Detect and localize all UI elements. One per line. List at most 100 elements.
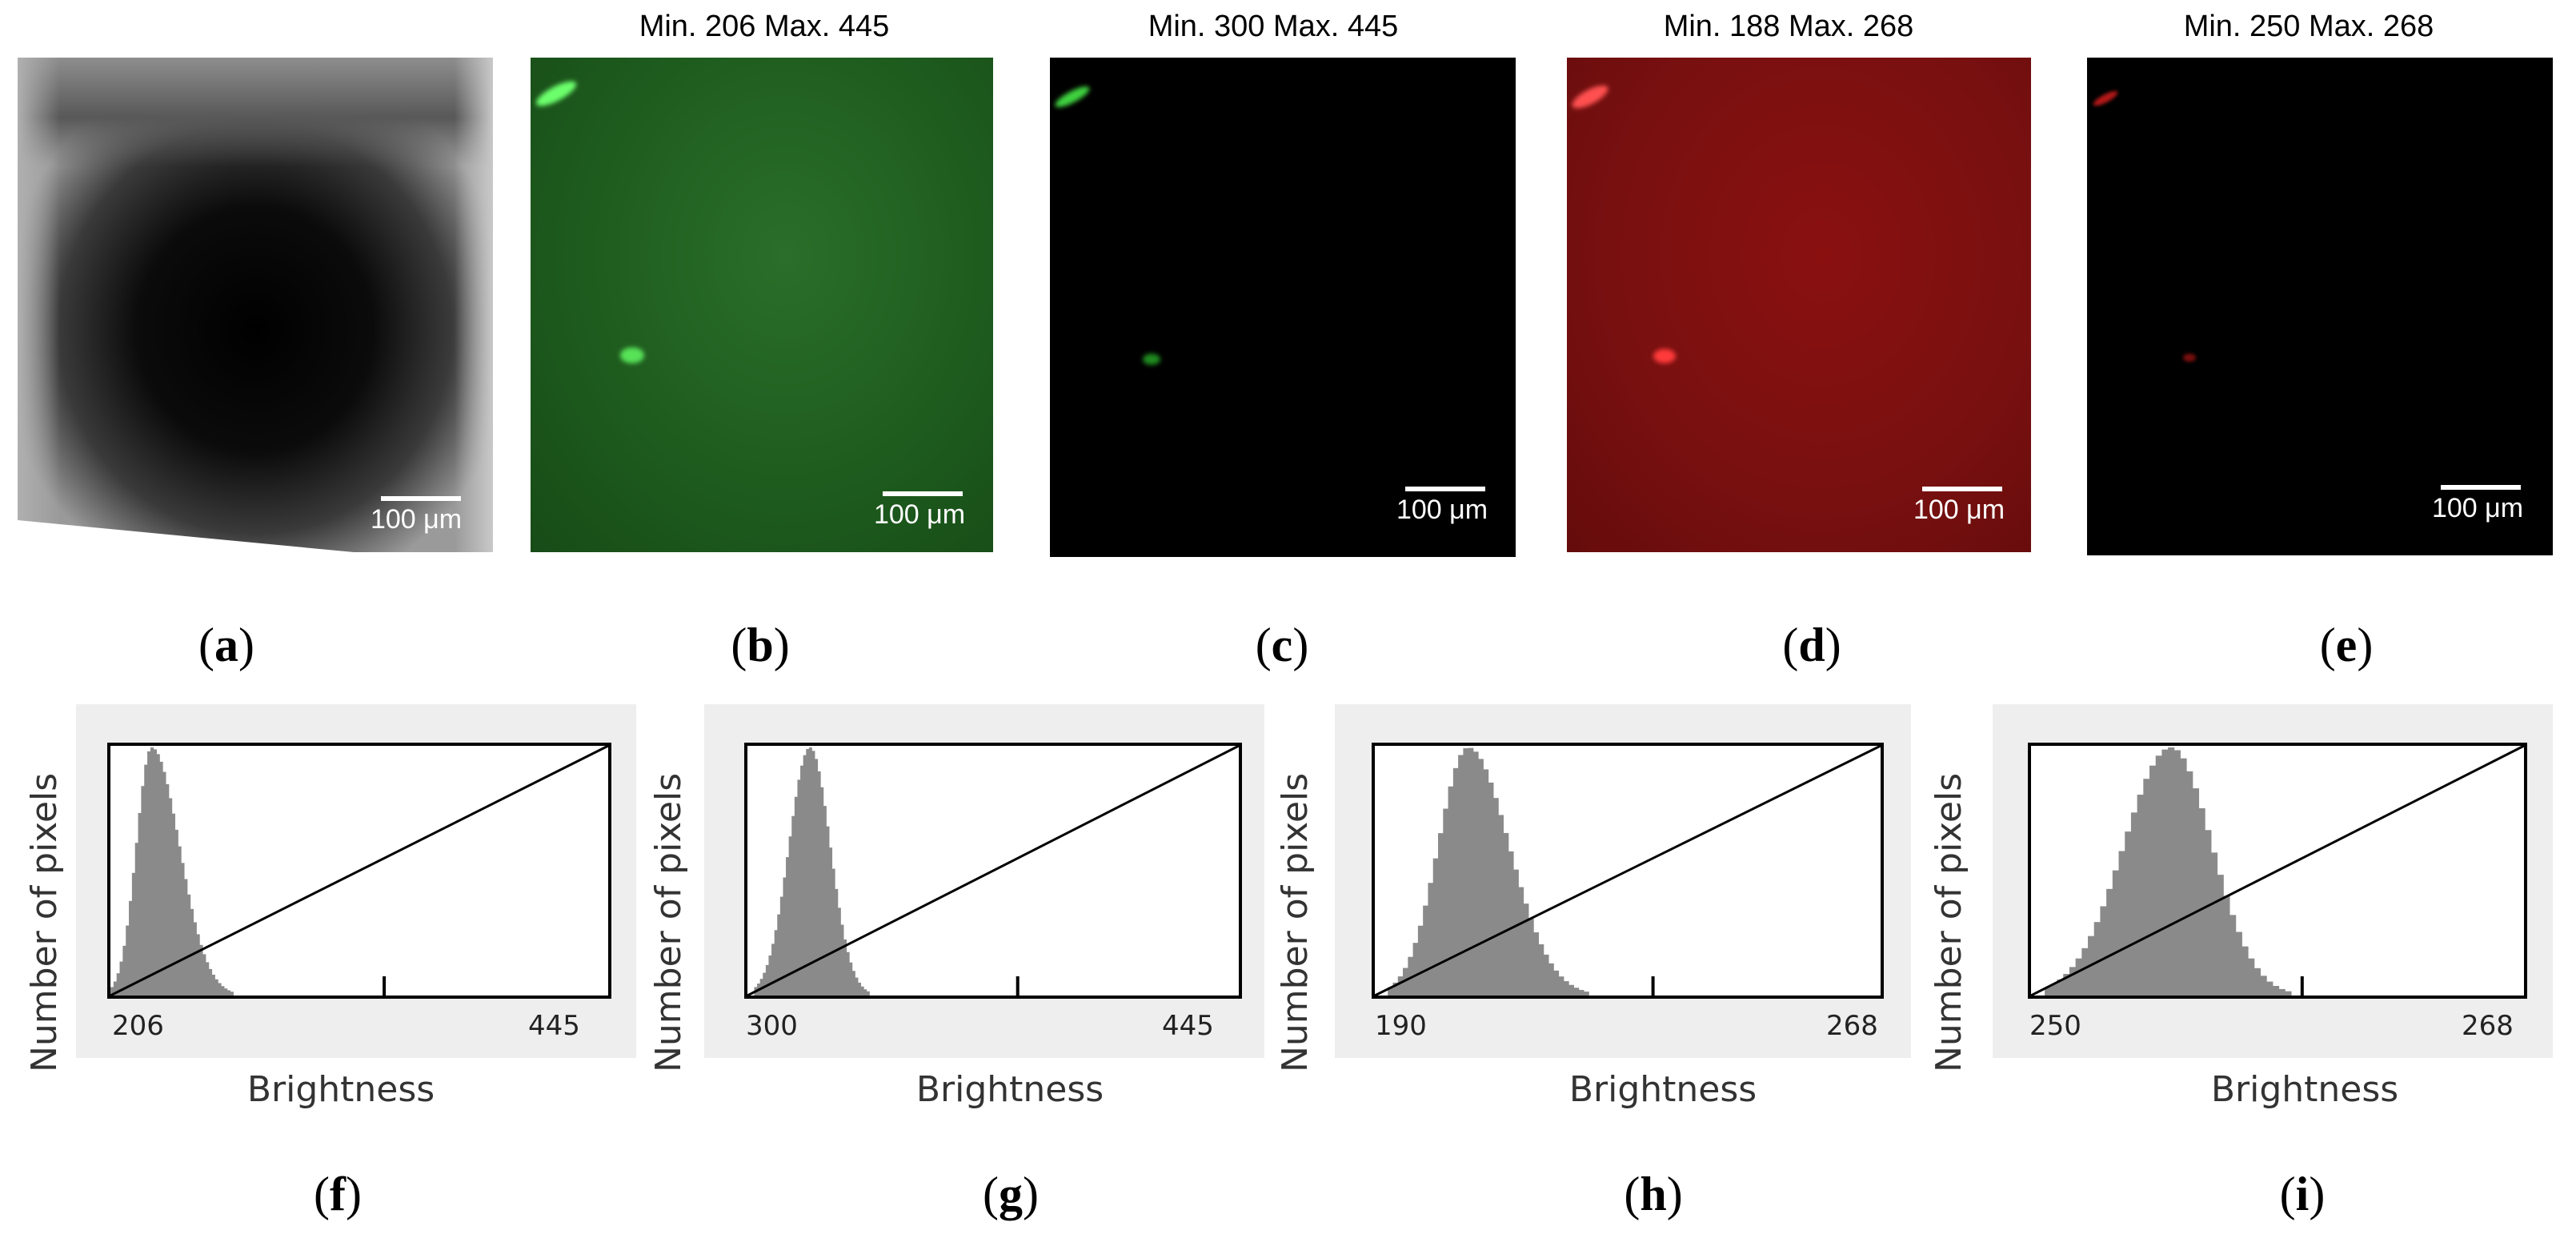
histogram-bar [2057,979,2064,996]
histogram-bar [2081,948,2089,996]
histogram-bar [763,972,767,996]
histogram-bar [803,755,807,996]
histogram-bar [1423,905,1428,996]
x-min-tick-label: 206 [112,1010,164,1042]
histogram-bar [1573,988,1580,996]
x-axis-label: Brightness [1568,1069,1757,1110]
x-min-tick-label: 250 [2029,1010,2081,1042]
histogram-bar [1493,798,1499,996]
y-axis-label: Number of pixels [1275,772,1316,1072]
scale-bar [883,491,963,496]
histogram-bar [184,879,188,996]
x-axis-label: Brightness [246,1069,435,1110]
histogram-bar [2161,749,2169,996]
histogram-bar [817,771,821,996]
histogram-bar [156,754,160,996]
display-range-line [747,744,1240,997]
x-min-tick-label: 300 [746,1010,798,1042]
histogram-bar [1448,786,1454,996]
histogram-bar [2266,981,2274,996]
histogram-bar [2278,988,2286,996]
display-range-line [2030,744,2525,997]
histogram-bar [1452,767,1459,996]
histogram-bar [1584,992,1589,996]
histogram-bar [2173,750,2181,996]
histogram-bar [1388,987,1393,996]
histogram-bar [141,786,145,996]
histogram-bar [800,765,804,996]
x-max-tick-label: 445 [528,1010,580,1042]
panel-c-title: Min. 300 Max. 445 [1148,10,1399,43]
histogram-bar [162,771,166,996]
histogram-bar [2125,831,2132,996]
y-axis-label: Number of pixels [648,772,689,1072]
histogram-bar [1538,944,1544,996]
histogram-bar [1568,984,1574,996]
panel-b-label: (b) [731,619,790,671]
histogram-bar [2155,755,2162,996]
histogram-bar [840,924,844,996]
histogram-bar [138,812,142,996]
panel-i-label: (i) [2279,1168,2326,1220]
histogram-plot [107,743,611,999]
histogram-bar [202,954,206,996]
histogram-bar [846,952,850,996]
histogram-bar [1558,976,1564,996]
histogram-bar [1403,968,1408,996]
histogram-bar [815,759,819,996]
histogram-bar [2130,812,2138,996]
histogram-bar [855,977,859,996]
histogram-bar [147,751,151,996]
histogram-bar [843,939,847,996]
red-fluorescence-image: 100 μm [1567,58,2031,552]
histogram-bar [2217,875,2224,996]
histogram-bar [166,783,170,996]
panel-f-label: (f) [314,1168,362,1220]
histogram-bar [1478,759,1484,996]
histogram-bar [2205,830,2212,996]
scale-bar [381,496,461,501]
green-fluorescence-image: 100 μm [531,58,993,552]
histogram-bar [224,988,228,996]
panel-h-label: (h) [1624,1168,1683,1220]
histogram-bar [779,896,783,996]
x-max-tick-label: 268 [1826,1010,1878,1042]
histogram-bar [783,877,787,996]
histogram-plot [2028,743,2527,999]
panel-d-label: (d) [1782,619,1841,671]
panel-c-label: (c) [1255,619,1309,671]
histogram-bar [771,944,775,996]
panel-g-label: (g) [983,1168,1039,1220]
histogram-bar [171,813,176,996]
histogram-bar [768,955,772,996]
histogram-bar [1518,887,1524,996]
scale-bar-label: 100 μm [1396,495,1488,525]
histogram-bar [193,922,197,996]
histogram-bar [2075,958,2082,996]
red-clipped-image: 100 μm [2087,58,2553,555]
histogram-bar [791,815,795,996]
histogram-bar [122,945,126,996]
histogram-bar [849,962,853,996]
histogram-bar [196,934,200,996]
histogram-bar [1553,970,1560,996]
scale-bar-label: 100 μm [1913,495,2005,525]
histogram-bar [1458,755,1464,996]
panel-b-title: Min. 206 Max. 445 [639,10,890,43]
histogram-bar [808,747,812,996]
histogram-bar [860,986,864,996]
histogram-bar [178,846,182,996]
histogram-bar [2248,958,2255,996]
histogram-bar [126,925,130,996]
histogram-bar [1578,990,1584,996]
histogram-bar [2241,946,2249,996]
histogram-bar [2093,922,2101,996]
histogram-bar [811,751,815,996]
histogram-bar [2063,974,2070,996]
scale-bar [1922,487,2002,491]
histogram-bar [221,986,225,996]
histogram-bar [1408,956,1414,996]
histogram-bar [150,747,154,996]
histogram-bar [1432,858,1439,996]
y-axis-label: Number of pixels [1929,772,1969,1072]
